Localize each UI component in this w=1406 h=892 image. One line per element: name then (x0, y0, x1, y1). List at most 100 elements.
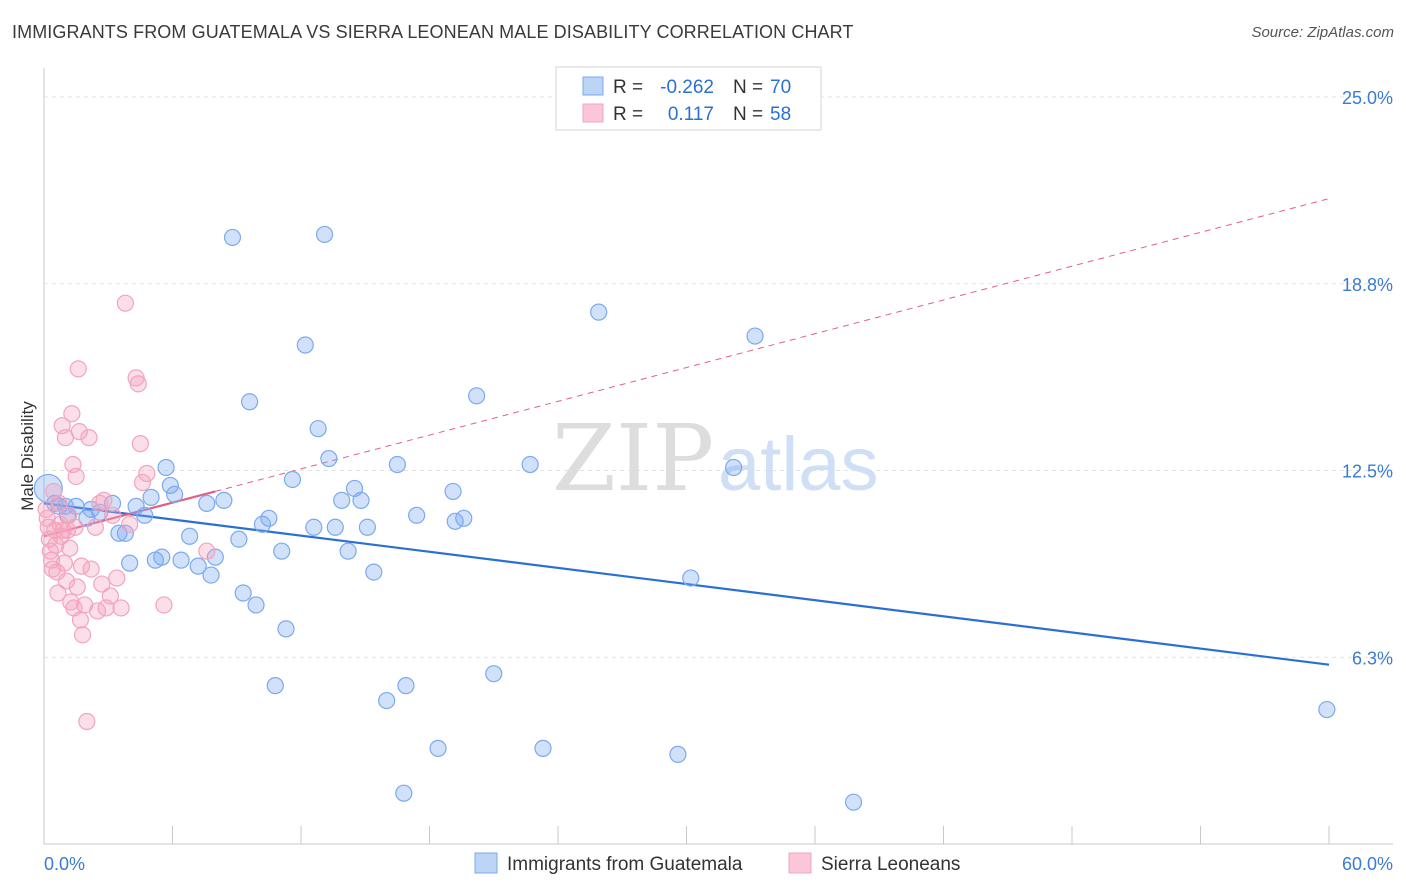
point-guatemala (273, 542, 291, 560)
point-sierra-leone (50, 494, 68, 512)
y-tick-label: 18.8% (1342, 275, 1393, 295)
point-sierra-leone (133, 473, 152, 492)
stats-r-label-guatemala: R = (613, 77, 643, 98)
point-guatemala (153, 548, 171, 566)
trend-line-1 (43, 490, 216, 538)
point-guatemala (309, 420, 327, 438)
point-guatemala (283, 470, 302, 489)
stats-n-value-guatemala: 70 (770, 77, 791, 98)
point-sierra-leone (72, 557, 91, 575)
point-guatemala (206, 548, 224, 566)
chart-source: Source: ZipAtlas.com (1251, 24, 1394, 41)
legend-swatch-sierra-leone (788, 852, 812, 874)
point-guatemala (485, 665, 503, 683)
point-sierra-leone (57, 572, 76, 590)
point-sierra-leone (138, 464, 156, 483)
point-guatemala (253, 515, 272, 533)
stats-n-value-sierra-leone: 58 (770, 104, 791, 125)
point-guatemala (468, 387, 486, 405)
point-guatemala (202, 566, 220, 584)
point-guatemala (725, 458, 743, 477)
point-guatemala (358, 518, 376, 536)
point-sierra-leone (68, 578, 86, 596)
point-guatemala (234, 584, 252, 602)
point-guatemala (388, 455, 406, 474)
point-sierra-leone (116, 294, 134, 312)
point-sierra-leone (82, 560, 100, 578)
point-guatemala (590, 303, 608, 321)
stats-swatch-guatemala (582, 76, 604, 96)
point-sierra-leone (108, 569, 126, 587)
legend-swatch-guatemala (474, 852, 498, 874)
stats-n-label-guatemala: N = (733, 77, 763, 98)
point-guatemala (198, 494, 216, 512)
watermark-atlas: atlas (718, 422, 879, 507)
point-guatemala (127, 497, 145, 515)
point-guatemala (172, 551, 190, 569)
point-sierra-leone (78, 712, 96, 731)
point-guatemala (305, 518, 323, 536)
point-sierra-leone (70, 423, 88, 441)
point-sierra-leone (129, 375, 147, 393)
point-guatemala (241, 393, 259, 411)
gridlines (44, 96, 1393, 658)
point-guatemala (395, 784, 413, 802)
point-guatemala (521, 455, 539, 474)
stats-r-value-sierra-leone: 0.117 (668, 104, 714, 125)
point-guatemala (429, 739, 447, 757)
point-guatemala (266, 677, 284, 695)
point-guatemala (365, 563, 383, 581)
stats-r-value-guatemala: -0.262 (660, 77, 714, 98)
point-guatemala (333, 491, 351, 509)
point-guatemala (161, 476, 179, 495)
point-sierra-leone (198, 542, 216, 560)
point-sierra-leone (121, 515, 139, 533)
chart-title: IMMIGRANTS FROM GUATEMALA VS SIERRA LEON… (12, 22, 854, 42)
point-guatemala (116, 524, 134, 542)
point-guatemala (247, 596, 265, 614)
point-sierra-leone (71, 611, 90, 629)
point-guatemala (189, 557, 207, 575)
point-guatemala (181, 527, 199, 545)
point-guatemala (746, 327, 764, 345)
point-guatemala (1318, 700, 1336, 719)
point-guatemala (408, 506, 426, 524)
point-sierra-leone (49, 584, 67, 602)
point-guatemala (444, 482, 462, 501)
stats-n-label-sierra-leone: N = (733, 104, 763, 125)
point-guatemala (121, 554, 139, 572)
point-guatemala (534, 739, 552, 757)
point-sierra-leone (67, 467, 85, 486)
watermark-zip: ZIP (552, 405, 714, 512)
point-guatemala (296, 336, 314, 354)
stats-swatch-sierra-leone (582, 103, 604, 123)
y-axis-title: Male Disability (18, 401, 37, 511)
legend-label-guatemala: Immigrants from Guatemala (507, 854, 743, 875)
x-tick-marks (43, 826, 1330, 844)
point-guatemala (397, 677, 415, 695)
point-guatemala (455, 509, 473, 527)
point-sierra-leone (73, 626, 92, 644)
point-sierra-leone (63, 405, 81, 423)
point-guatemala (320, 449, 338, 468)
point-guatemala (142, 488, 160, 506)
point-sierra-leone (61, 539, 79, 557)
point-guatemala (157, 458, 175, 477)
stats-box: R = -0.262 N = 70 R = 0.117 N = 58 (555, 66, 822, 131)
y-tick-label: 25.0% (1342, 88, 1393, 108)
x-tick-label-min: 0.0% (44, 854, 85, 874)
point-guatemala (339, 542, 357, 560)
point-sierra-leone (55, 554, 73, 572)
point-sierra-leone (155, 596, 173, 614)
y-tick-label: 12.5% (1342, 462, 1393, 482)
legend-label-sierra-leone: Sierra Leoneans (821, 854, 960, 875)
point-guatemala (326, 518, 344, 536)
trend-line-1-extension (215, 198, 1330, 492)
point-guatemala (260, 509, 278, 527)
stats-r-label-sierra-leone: R = (613, 104, 643, 125)
point-sierra-leone (66, 518, 84, 536)
trend-line-0 (43, 502, 1330, 666)
point-sierra-leone (47, 536, 65, 554)
point-guatemala (230, 530, 248, 548)
point-sierra-leone (131, 435, 149, 453)
